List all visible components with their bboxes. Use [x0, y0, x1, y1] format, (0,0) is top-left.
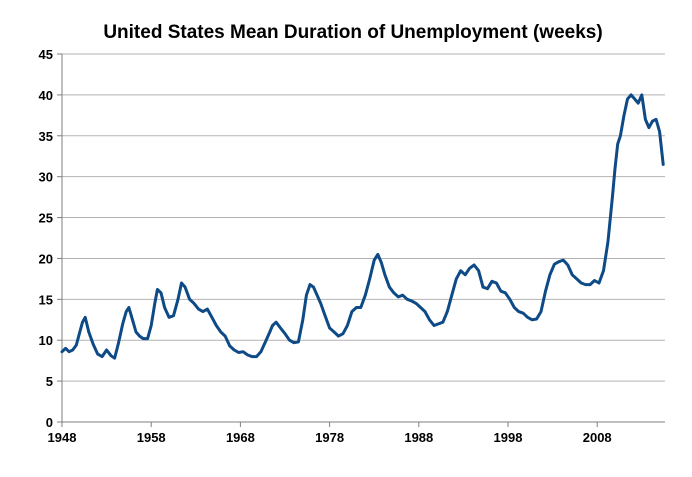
y-tick-label: 40: [39, 88, 53, 103]
series-layer: [60, 93, 665, 360]
y-tick-label: 45: [39, 47, 53, 62]
chart-title: United States Mean Duration of Unemploym…: [103, 22, 602, 43]
axes: [57, 53, 665, 427]
y-tick-label: 10: [39, 333, 53, 348]
y-tick-label: 15: [39, 292, 53, 307]
y-tick-labels: 0 5 10 15 20 25 30 35 40 45: [39, 47, 53, 430]
x-tick-label: 2008: [583, 430, 612, 445]
y-tick-label: 30: [39, 170, 53, 185]
y-tick-label: 35: [39, 129, 53, 144]
x-tick-label: 1948: [48, 430, 77, 445]
y-tick-label: 0: [46, 415, 53, 430]
y-tick-label: 25: [39, 211, 53, 226]
y-tick-label: 5: [46, 374, 53, 389]
series-line: [60, 93, 665, 360]
x-tick-label: 1988: [404, 430, 433, 445]
x-tick-label: 1998: [494, 430, 523, 445]
x-tick-labels: 1948 1958 1968 1978 1988 1998 2008: [48, 430, 612, 445]
y-tick-label: 20: [39, 251, 53, 266]
x-tick-label: 1968: [226, 430, 255, 445]
x-tick-label: 1958: [137, 430, 166, 445]
x-tick-label: 1978: [315, 430, 344, 445]
